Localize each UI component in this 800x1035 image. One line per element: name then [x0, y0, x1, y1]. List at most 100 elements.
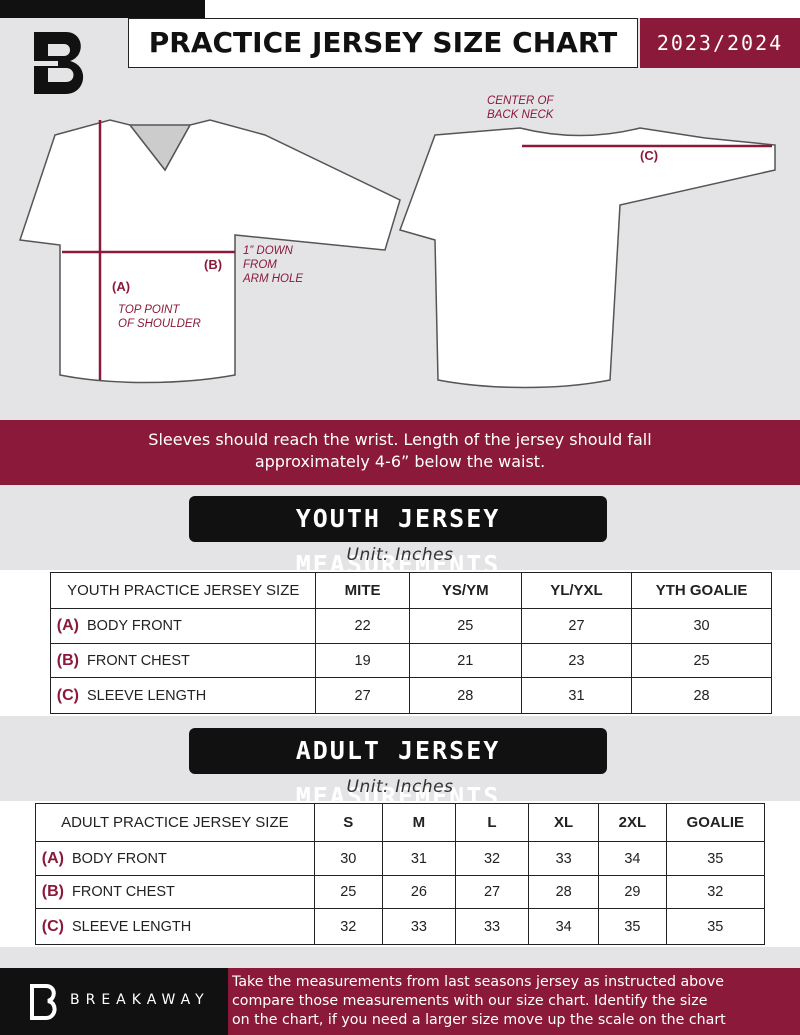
label-b: (B) [204, 257, 223, 272]
header-row: YOUTH PRACTICE JERSEY SIZE MITE YS/YM YL/YX… [49, 572, 772, 609]
row: (B) FRONT CHEST 25 26 27 28 29 32 [35, 875, 766, 909]
row: (C) SLEEVE LENGTH 32 33 33 34 35 35 [35, 908, 766, 945]
top-bar-white [205, 0, 800, 18]
cell: 34 [528, 908, 600, 945]
column-header: XL [528, 803, 600, 842]
title: PRACTICE JERSEY SIZE CHART [128, 18, 638, 68]
cell: 28 [408, 677, 522, 714]
label-c: (C) [640, 148, 659, 163]
row-code: (C) [56, 686, 79, 704]
row-code: (B) [56, 651, 79, 669]
note-line: approximately 4-6” below the waist. [254, 452, 546, 471]
footer-text: Take the measurements from last seasons … [228, 968, 800, 1035]
row: (A) BODY FRONT 22 25 27 30 [49, 608, 772, 644]
jersey-diagram [18, 119, 776, 389]
row-name: FRONT CHEST [87, 652, 190, 669]
row-name: SLEEVE LENGTH [72, 918, 192, 935]
note-line: Sleeves should reach the wrist. Length o… [148, 430, 652, 449]
cell: 32 [454, 841, 530, 876]
cell: 31 [520, 677, 633, 714]
cell: 31 [381, 841, 456, 876]
row-label: (A) BODY FRONT [35, 841, 315, 876]
column-header: YL/YXL [520, 572, 633, 609]
cell: 27 [454, 875, 530, 909]
youth-table: YOUTH PRACTICE JERSEY SIZE MITE YS/YM YL/YX… [49, 572, 772, 714]
cell: 19 [315, 643, 410, 678]
row-code: (A) [41, 849, 64, 867]
annotation-line: ARM HOLE [243, 273, 304, 285]
row-code: (A) [56, 617, 79, 634]
cell: 35 [598, 908, 667, 945]
annotation-line: TOP POINT [118, 304, 180, 316]
row-label: (A) BODY FRONT [49, 608, 317, 644]
brand: BREAKAWAY [70, 992, 210, 1008]
row: (A) BODY FRONT 30 31 32 33 34 35 [35, 841, 766, 876]
column-header: ADULT PRACTICE JERSEY SIZE [35, 803, 315, 842]
row-name: BODY FRONT [87, 618, 182, 634]
cell: 32 [665, 875, 766, 909]
row-name: FRONT CHEST [72, 884, 175, 900]
cell: 33 [381, 908, 456, 945]
youth-heading: YOUTH JERSEY MEASUREMENTS [189, 496, 607, 579]
cell: 35 [665, 841, 766, 876]
footer-line: on the chart, if you need a larger size … [232, 1012, 726, 1028]
cell: 22 [315, 608, 410, 644]
adult-heading: ADULT JERSEY MEASUREMENTS [189, 728, 607, 811]
cell: 30 [631, 608, 772, 644]
column-header: YS/YM [408, 572, 522, 609]
column-header: 2XL [598, 803, 667, 842]
label-a: (A) [112, 279, 131, 294]
annotation-line: OF SHOULDER [118, 318, 201, 330]
cell: 27 [315, 677, 410, 714]
cell: 25 [313, 875, 383, 909]
cell: 33 [454, 908, 530, 945]
cell: 28 [631, 677, 772, 714]
cell: 25 [631, 643, 772, 678]
adult-table: ADULT PRACTICE JERSEY SIZE S M L XL 2XL GOALIE… [35, 803, 766, 945]
column-header: S [313, 803, 383, 842]
header-row: ADULT PRACTICE JERSEY SIZE S M L XL 2XL GOALIE [35, 803, 766, 842]
column-header: YOUTH PRACTICE JERSEY SIZE [49, 572, 317, 609]
annotation-line: BACK NECK [487, 109, 554, 121]
row-label: (B) FRONT CHEST [49, 643, 317, 678]
row: (C) SLEEVE LENGTH 27 28 31 28 [49, 677, 772, 714]
cell: 34 [598, 841, 667, 876]
cell: 27 [520, 608, 633, 644]
cell: 26 [381, 875, 456, 909]
note: Sleeves should reach the wrist. Length o… [0, 420, 800, 485]
adult-unit: Unit: Inches [346, 777, 454, 797]
annotation-line: CENTER OF [487, 95, 554, 107]
footer-logo [30, 984, 57, 1020]
column-header: L [454, 803, 530, 842]
annotation: CENTER OF BACK NECK [487, 94, 553, 122]
logo [26, 32, 84, 94]
cell: 23 [520, 643, 633, 678]
cell: 35 [665, 908, 766, 945]
row-code: (B) [41, 883, 64, 900]
row-label: (C) SLEEVE LENGTH [35, 908, 315, 945]
cell: 30 [313, 841, 383, 876]
annotation-line: 1” DOWN [243, 245, 293, 257]
cell: 21 [408, 643, 522, 678]
column-header: MITE [315, 572, 410, 609]
row-name: BODY FRONT [72, 850, 167, 867]
cell: 25 [408, 608, 522, 644]
annotation-line: FROM [243, 259, 277, 271]
column-header: GOALIE [665, 803, 766, 842]
footer-line: compare those measurements with our size… [232, 993, 708, 1009]
annotation: TOP POINT OF SHOULDER [118, 303, 201, 331]
footer-line: Take the measurements from last seasons … [232, 974, 724, 990]
cell: 32 [313, 908, 383, 945]
youth-unit: Unit: Inches [346, 545, 454, 565]
cell: 33 [528, 841, 600, 876]
cell: 29 [598, 875, 667, 909]
top-bar [0, 0, 205, 18]
season: 2023/2024 [640, 18, 800, 68]
column-header: M [381, 803, 456, 842]
row-label: (B) FRONT CHEST [35, 875, 315, 909]
row-label: (C) SLEEVE LENGTH [49, 677, 317, 714]
column-header: YTH GOALIE [631, 572, 772, 609]
row-code: (C) [41, 917, 64, 935]
row-name: SLEEVE LENGTH [87, 687, 207, 704]
